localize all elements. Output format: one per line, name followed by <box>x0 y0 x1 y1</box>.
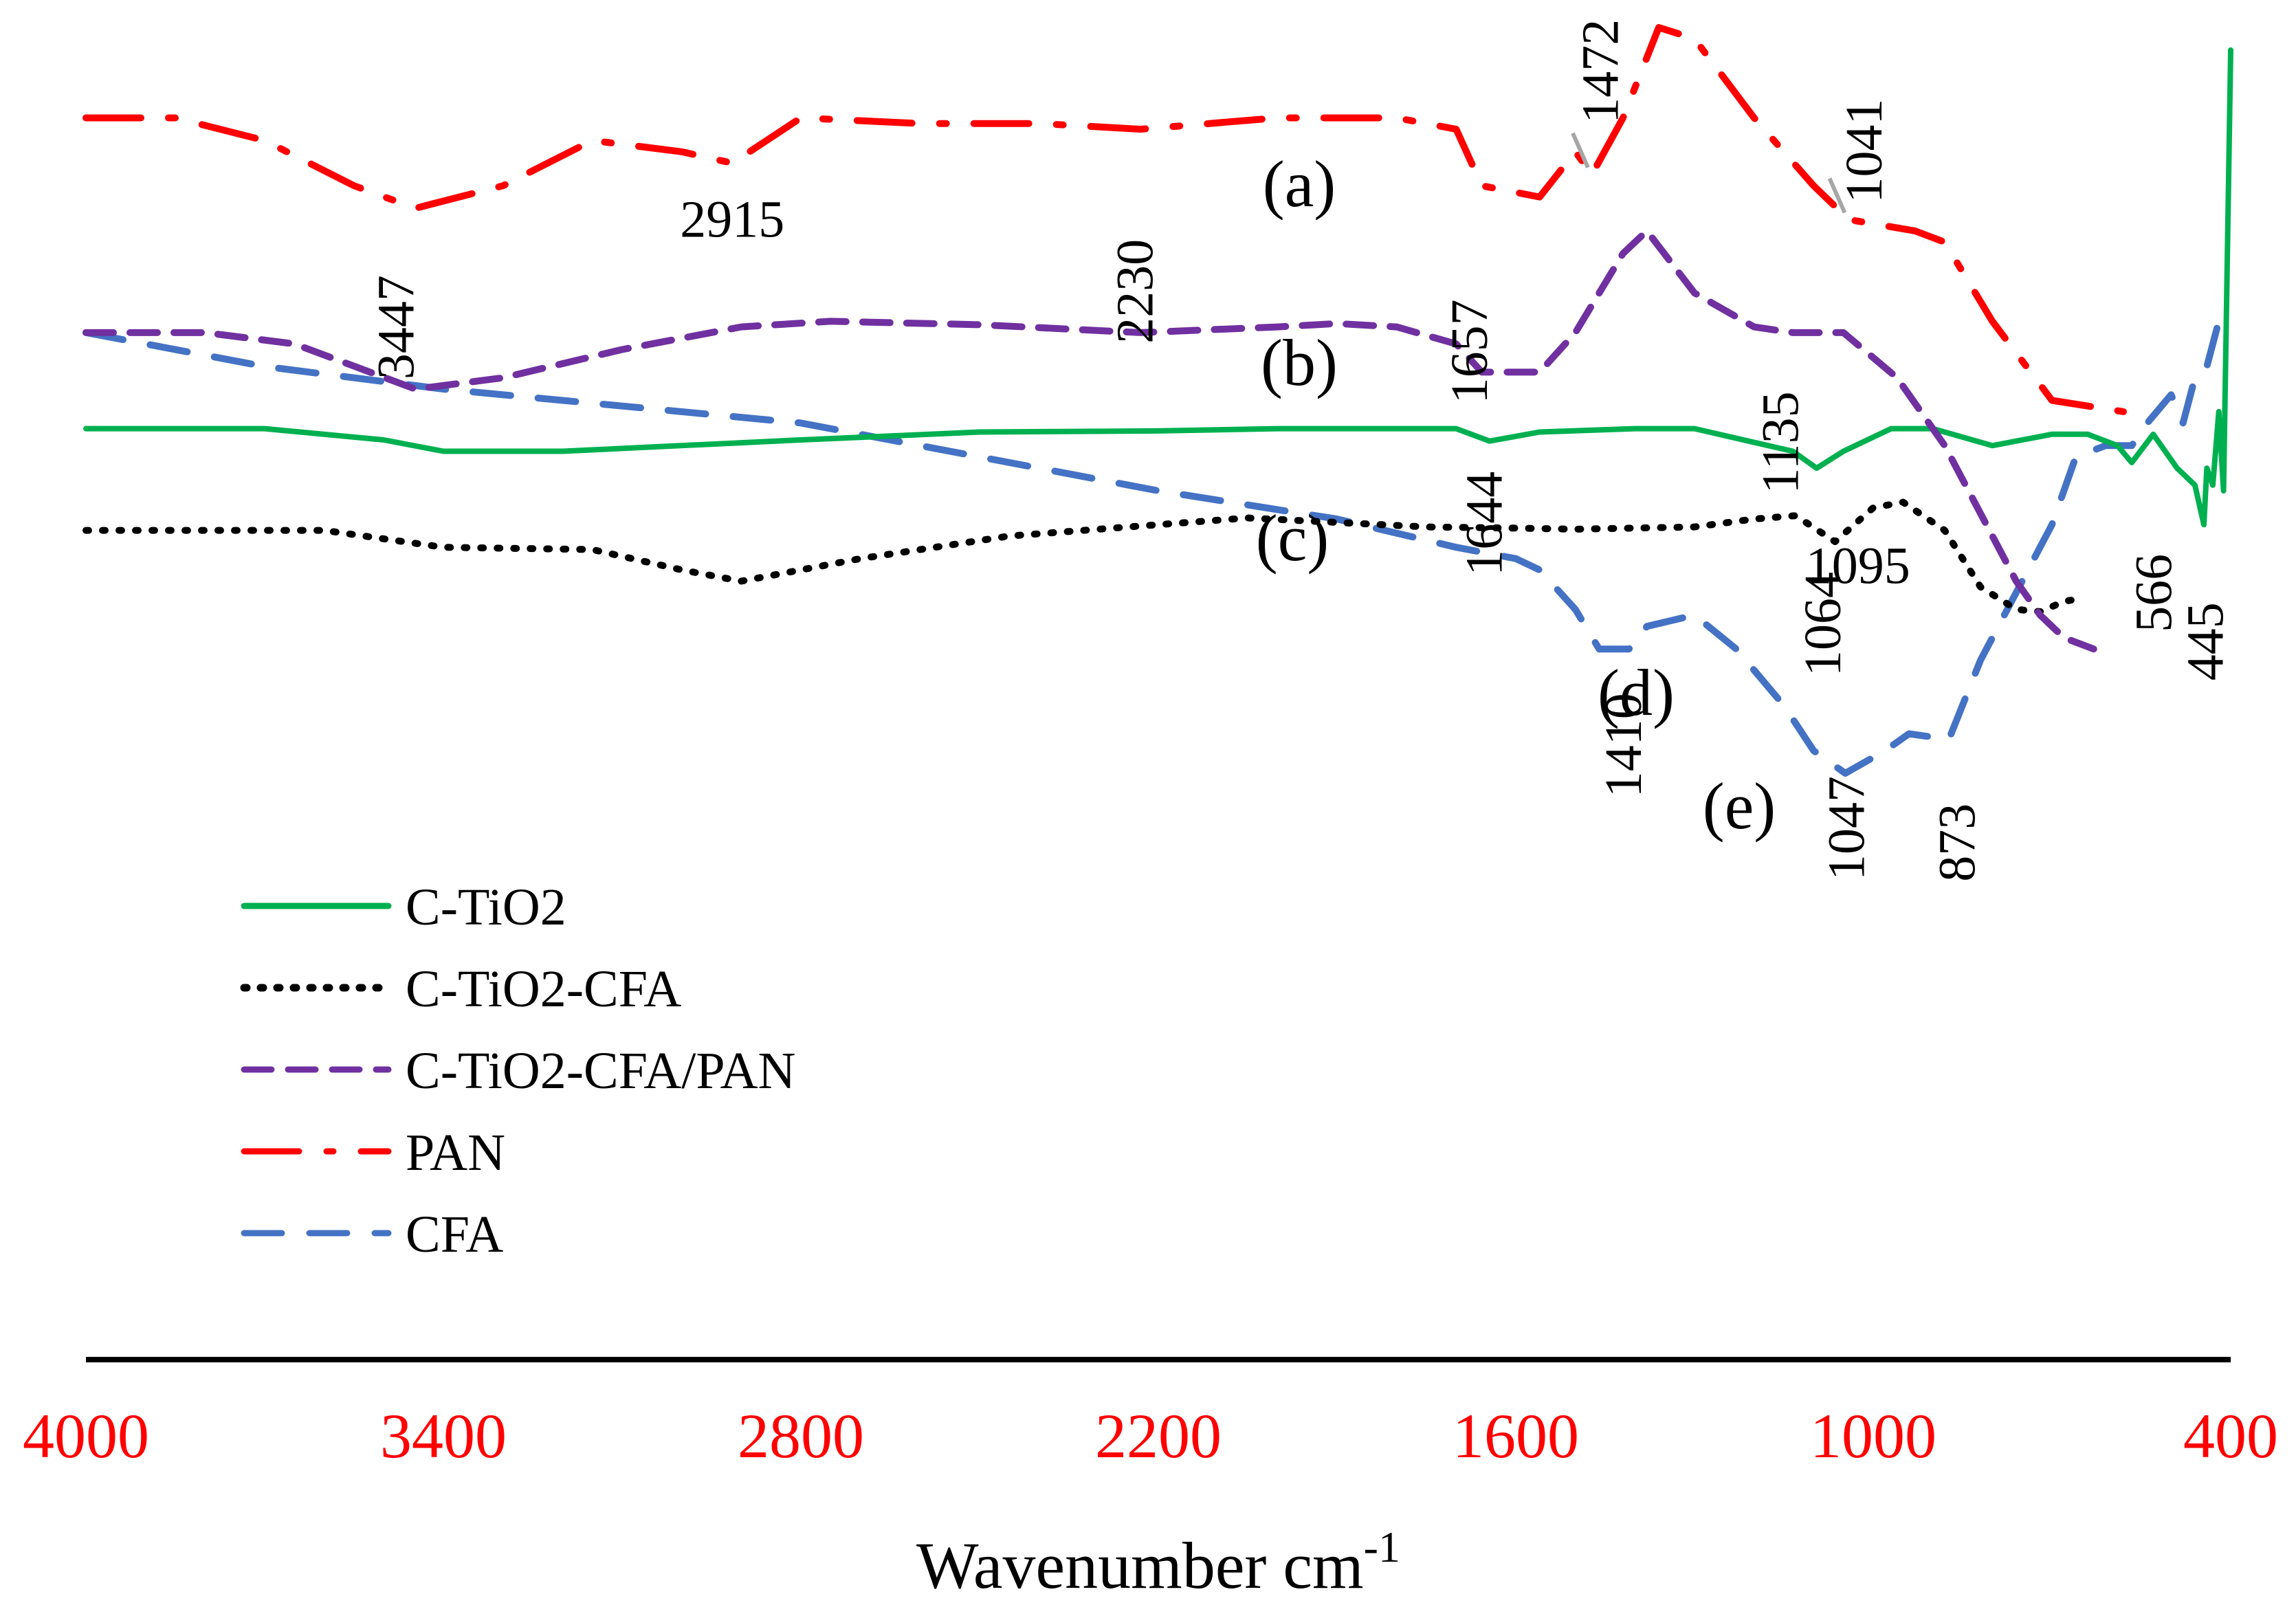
legend-label-c-tio2: C-TiO2 <box>406 878 566 936</box>
x-tick-2200: 2200 <box>1095 1401 1222 1471</box>
curve-label-c-tio2: (c) <box>1256 501 1329 575</box>
x-tick-1000: 1000 <box>1810 1401 1936 1471</box>
peak-label-1047: 1047 <box>1818 776 1876 881</box>
peak-label-3447: 3447 <box>368 275 426 379</box>
x-tick-4000: 4000 <box>23 1401 149 1471</box>
series-line-c-tio2-cfa <box>82 498 2086 615</box>
peak-label-2230: 2230 <box>1106 239 1164 344</box>
peak-label-1135: 1135 <box>1752 391 1809 494</box>
curve-layer <box>82 24 2234 777</box>
series-line-c-tio2 <box>83 47 2233 528</box>
peak-label-1041: 1041 <box>1835 99 1893 203</box>
leader-line-1472 <box>1571 132 1590 168</box>
legend-label-pan: PAN <box>406 1124 505 1182</box>
peak-label-2915: 2915 <box>680 191 784 249</box>
curve-label-cfa: (e) <box>1703 769 1776 843</box>
legend-label-c-tio2-cfa-pan: C-TiO2-CFA/PAN <box>406 1042 795 1100</box>
series-line-cfa <box>82 307 2234 777</box>
series-line-c-tio2-cfa-pan <box>82 227 2097 653</box>
peak-label-1064: 1064 <box>1794 572 1852 676</box>
curve-label-c-tio2-cfa-pan: (b) <box>1261 326 1338 399</box>
legend-label-c-tio2-cfa: C-TiO2-CFA <box>406 960 681 1018</box>
peak-label-873: 873 <box>1929 804 1987 882</box>
peak-label-1095: 1095 <box>1806 538 1910 595</box>
x-tick-1600: 1600 <box>1453 1401 1579 1471</box>
peak-label-1657: 1657 <box>1441 299 1499 403</box>
leader-line-1041 <box>1827 177 1847 214</box>
peak-label-566: 566 <box>2126 554 2183 632</box>
x-tick-3400: 3400 <box>380 1401 507 1471</box>
curve-label-pan: (a) <box>1263 147 1336 221</box>
label-layer: (a) (b) (c) (d) (e) 3447 2915 2230 1657 1472 1041 1… <box>368 19 2235 882</box>
peak-label-445: 445 <box>2176 602 2234 680</box>
peak-label-1410: 1410 <box>1595 693 1653 797</box>
x-tick-2800: 2800 <box>738 1401 864 1471</box>
x-tick-400: 400 <box>2183 1401 2278 1471</box>
x-axis-title-superscript: -1 <box>1364 1523 1400 1571</box>
x-axis-title-text: Wavenumber cm <box>916 1529 1364 1602</box>
peak-label-1644: 1644 <box>1455 472 1513 576</box>
series-line-pan <box>82 24 2127 415</box>
peak-label-1472: 1472 <box>1571 19 1629 124</box>
x-tick-labels: 4000 3400 2800 2200 1600 1000 400 <box>23 1401 2278 1471</box>
curve-label-c-tio2-cfa: (d) <box>1598 656 1675 729</box>
legend-label-cfa: CFA <box>406 1206 503 1263</box>
x-axis-title: Wavenumber cm-1 <box>916 1523 1400 1602</box>
legend: C-TiO2 C-TiO2-CFA C-TiO2-CFA/PAN PAN CFA <box>240 878 795 1263</box>
